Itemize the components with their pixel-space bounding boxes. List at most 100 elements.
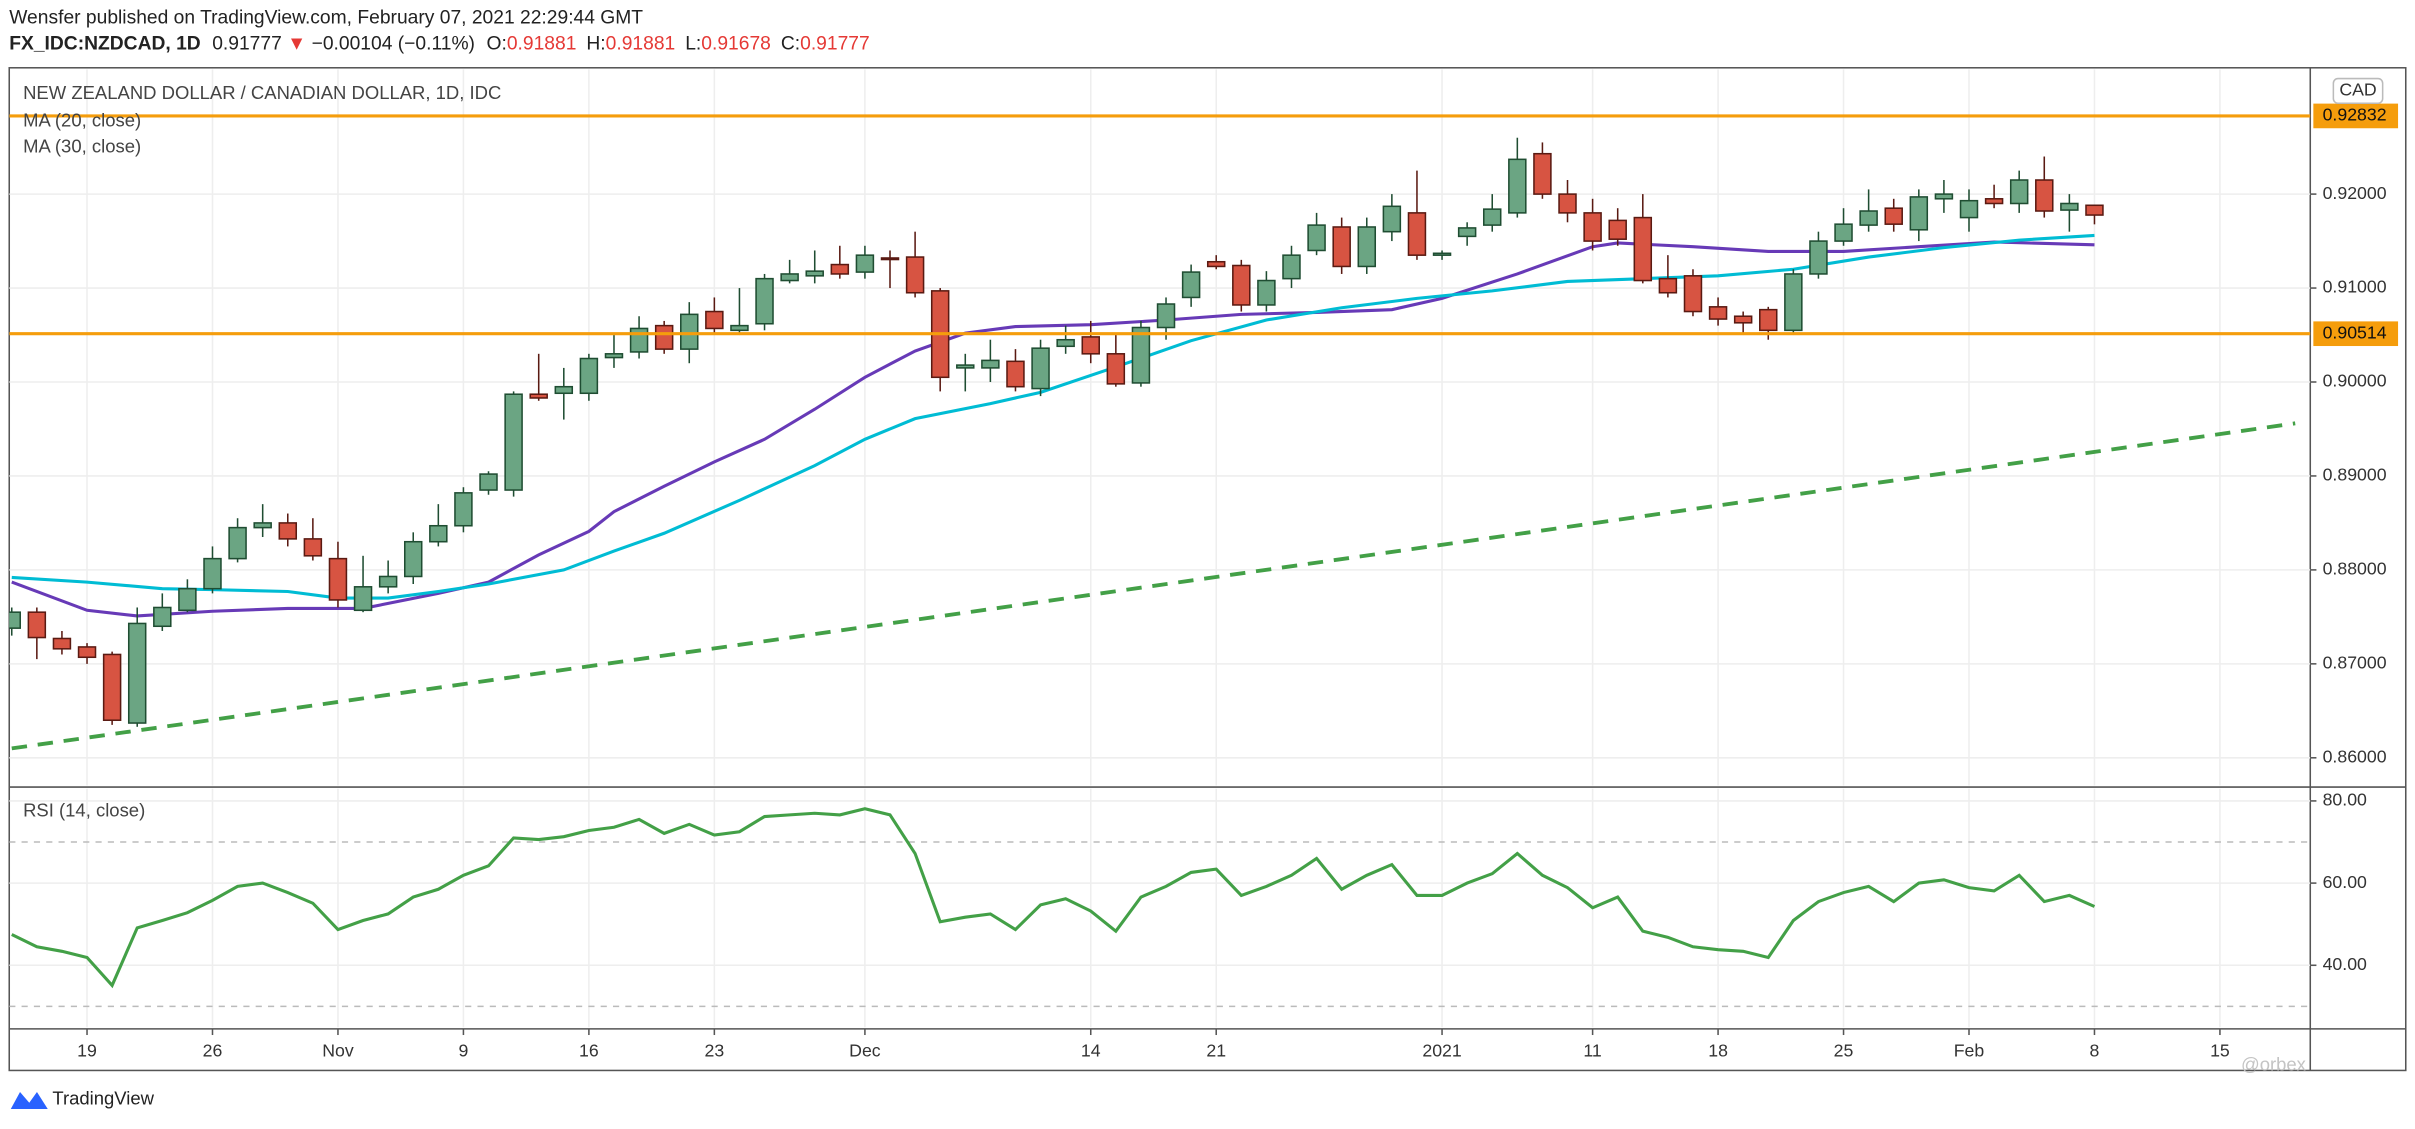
candle-body	[77, 646, 97, 659]
candle-body	[1382, 205, 1402, 233]
candle-body	[1081, 336, 1100, 355]
candle-body	[1457, 227, 1477, 238]
candle-body	[1859, 210, 1878, 226]
candle-body	[579, 357, 599, 395]
candle-body	[730, 324, 749, 332]
candle-body	[1558, 193, 1577, 214]
x-tick-label: 25	[1834, 1041, 1854, 1061]
rsi-pane	[9, 788, 2311, 1028]
candle-body	[2009, 179, 2029, 205]
candle-body	[1633, 216, 1653, 282]
rsi-line	[11, 807, 2096, 989]
candle-body	[353, 586, 373, 612]
candle-body	[127, 622, 147, 724]
candle-body	[1357, 226, 1377, 268]
logo-icon	[10, 1092, 48, 1109]
candle-body	[830, 263, 850, 275]
ohlc-label: C:	[781, 34, 800, 55]
x-tick-label: 11	[1583, 1041, 1601, 1061]
candle-body	[1257, 279, 1276, 306]
currency-badge	[2332, 77, 2384, 104]
candle-body	[1006, 360, 1025, 388]
candle-body	[629, 327, 649, 353]
candle-body	[981, 359, 1000, 369]
candle-body	[1282, 254, 1301, 280]
candle-body	[1658, 277, 1678, 294]
legend-entry: MA (30, close)	[23, 136, 141, 157]
candle-body	[178, 587, 197, 612]
candle-body	[1432, 252, 1452, 256]
symbol-line: FX_IDC:NZDCAD, 1D 0.91777 ▼ −0.00104 (−0…	[9, 34, 869, 55]
candle-body	[1031, 347, 1050, 390]
x-tick-label: 21	[1206, 1041, 1226, 1061]
y-tick-label: 80.00	[2323, 790, 2367, 810]
candle-body	[1733, 315, 1753, 324]
x-tick-label: 2021	[1422, 1041, 1461, 1061]
candle-body	[905, 256, 925, 294]
candle-body	[454, 492, 473, 527]
level-label-box	[2313, 321, 2399, 347]
tradingview-logo: TradingView	[10, 1088, 155, 1109]
candle-body	[755, 277, 774, 325]
publisher: Wensfer published on TradingView.com, Fe…	[9, 8, 643, 29]
candle-body	[479, 473, 498, 491]
candle-body	[1834, 223, 1853, 242]
candle-body	[780, 273, 799, 282]
x-tick-label: 9	[458, 1041, 468, 1061]
candle-body	[1533, 152, 1552, 195]
ohlc-label: L:	[685, 34, 701, 55]
candle-body	[1206, 260, 1226, 268]
moving-average	[11, 233, 2095, 600]
candle-body	[52, 637, 72, 650]
candle-body	[429, 524, 448, 543]
candle-body	[1508, 158, 1527, 214]
moving-average	[11, 240, 2095, 618]
candle-body	[253, 522, 272, 529]
candle-body	[504, 393, 523, 491]
candle-body	[880, 257, 900, 261]
x-tick-label: Feb	[1954, 1041, 1985, 1061]
y-tick-label: 0.89000	[2323, 465, 2387, 485]
x-tick-label: 18	[1708, 1041, 1728, 1061]
candle-body	[1307, 224, 1326, 252]
candle-body	[1056, 338, 1075, 348]
y-tick-label: 0.91000	[2323, 277, 2387, 297]
ohlc-value: 0.91678	[701, 34, 771, 55]
legend-entry: MA (20, close)	[23, 110, 141, 131]
candle-body	[102, 653, 122, 721]
candle-body	[855, 254, 875, 273]
level-label-box	[2313, 103, 2399, 129]
candle-body	[1683, 275, 1703, 313]
x-tick-label: 23	[705, 1041, 725, 1061]
candle-body	[529, 393, 548, 399]
ohlc-value: 0.91881	[606, 34, 676, 55]
y-tick-label: 0.88000	[2323, 559, 2387, 579]
level-label: 0.90514	[2323, 322, 2387, 342]
candle-body	[956, 364, 975, 369]
frame	[8, 67, 2407, 1072]
candle-body	[1156, 303, 1176, 329]
candle-body	[278, 522, 298, 540]
candle-body	[604, 353, 624, 359]
x-tick-label: 8	[2090, 1041, 2100, 1061]
candle-body	[1934, 193, 1954, 200]
watermark: @orbex	[2241, 1054, 2307, 1075]
change: −0.00104 (−0.11%)	[312, 34, 475, 55]
candle-body	[2060, 202, 2079, 211]
candle-body	[705, 310, 724, 330]
candle-body	[654, 324, 674, 350]
candle-body	[1332, 226, 1351, 268]
last-price: 0.91777	[212, 34, 282, 55]
price-pane	[9, 69, 2311, 786]
candle-body	[1482, 208, 1502, 226]
candle-body	[2035, 179, 2054, 212]
y-tick-label: 60.00	[2323, 872, 2367, 892]
candle-body	[805, 270, 824, 277]
candle-body	[228, 526, 247, 560]
candle-body	[403, 540, 423, 578]
candle-body	[1984, 198, 2004, 205]
candle-body	[1232, 264, 1251, 306]
symbol: FX_IDC:NZDCAD, 1D	[9, 34, 201, 55]
candle-body	[554, 385, 574, 395]
